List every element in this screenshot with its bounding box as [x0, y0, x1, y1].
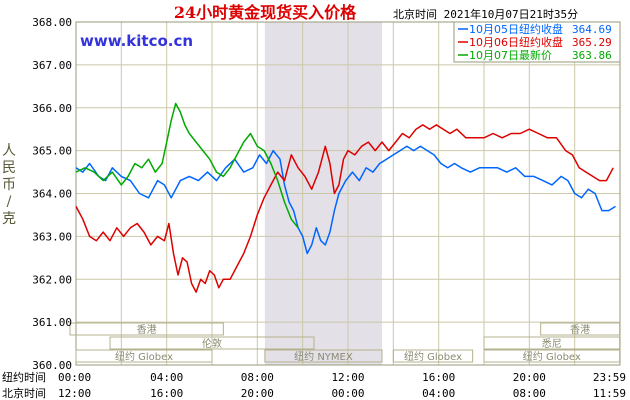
legend-series-label: 最新价 — [519, 48, 552, 62]
session-box — [75, 349, 213, 363]
price-series — [75, 102, 616, 293]
legend-series-name: 10月05日 — [469, 23, 519, 36]
y-axis-ticks: 360.00 361.00 362.00 363.00 364.00 365.00 366.… — [32, 16, 72, 372]
y-axis-label: 人民币/克 — [2, 143, 16, 227]
legend-series-label: 纽约收盘 — [519, 35, 563, 49]
legend-series-value: 364.69 — [572, 23, 612, 36]
x-tick-label: 00:00 — [58, 371, 91, 384]
legend-box — [453, 21, 621, 63]
session-label: 悉尼 — [542, 338, 562, 350]
session-box — [483, 336, 621, 350]
plot-border — [75, 21, 621, 366]
session-box — [392, 349, 474, 363]
y-label-char: 人 — [2, 143, 16, 159]
legend-series-name: 10月07日 — [469, 49, 519, 62]
y-tick-label: 361.00 — [32, 316, 72, 329]
legend-series-label: 纽约收盘 — [519, 22, 563, 36]
series-line-0 — [75, 145, 616, 255]
y-tick-label: 368.00 — [32, 16, 72, 29]
x-tick-label-beijing: 12:00 — [58, 387, 91, 400]
x-tick-label-beijing: 16:00 — [150, 387, 183, 400]
watermark: www.kitco.cn — [80, 32, 193, 50]
y-tick-label: 365.00 — [32, 145, 72, 158]
session-label: 纽约 Globex — [523, 350, 581, 363]
session-label: 纽约 NYMEX — [294, 350, 353, 363]
session-box — [483, 349, 621, 363]
timestamp: 北京时间 2021年10月07日21时35分 — [393, 7, 578, 21]
x-tick-label: 12:00 — [331, 371, 364, 384]
y-label-char: 币 — [2, 177, 16, 193]
x-tick-label: 20:00 — [513, 371, 546, 384]
y-tick-label: 363.00 — [32, 230, 72, 243]
legend: 10月05日 纽约收盘 364.69 10月06日 纽约收盘 365.29 10月07日 最新… — [453, 21, 621, 63]
legend-series-name: 10月06日 — [469, 36, 519, 49]
y-tick-label: 364.00 — [32, 188, 72, 201]
chart-title: 24小时黄金现货买入价格 — [174, 3, 357, 22]
x-tick-label: 08:00 — [241, 371, 274, 384]
y-tick-label: 362.00 — [32, 273, 72, 286]
legend-series-value: 365.29 — [572, 36, 612, 49]
x-tick-label: 16:00 — [422, 371, 455, 384]
series-line-1 — [75, 124, 614, 293]
y-label-char: 克 — [2, 211, 16, 227]
grid-lines — [75, 21, 621, 366]
x-tick-label-beijing: 00:00 — [331, 387, 364, 400]
session-box — [109, 336, 315, 350]
y-tick-label: 366.00 — [32, 102, 72, 115]
x-tick-label-beijing: 04:00 — [422, 387, 455, 400]
x-tick-label-beijing: 11:59 — [593, 387, 626, 400]
x-tick-label: 04:00 — [150, 371, 183, 384]
y-tick-label: 367.00 — [32, 59, 72, 72]
legend-series-value: 363.86 — [572, 49, 612, 62]
x-row1-label: 纽约时间 — [2, 370, 46, 384]
x-row2-label: 北京时间 — [2, 386, 46, 400]
x-tick-label: 23:59 — [593, 371, 626, 384]
y-label-char: / — [7, 194, 12, 210]
session-label: 香港 — [137, 324, 157, 336]
session-label: 香港 — [570, 324, 590, 336]
y-tick-label: 360.00 — [32, 359, 72, 372]
session-box — [264, 349, 383, 363]
x-tick-label-beijing: 08:00 — [513, 387, 546, 400]
series-line-2 — [75, 102, 299, 229]
session-label: 纽约 Globex — [115, 350, 173, 363]
session-label: 伦敦 — [202, 337, 222, 350]
session-box — [69, 322, 224, 336]
session-box — [540, 322, 621, 336]
y-label-char: 民 — [2, 160, 16, 176]
x-tick-label-beijing: 20:00 — [241, 387, 274, 400]
session-label: 纽约 Globex — [404, 350, 462, 363]
